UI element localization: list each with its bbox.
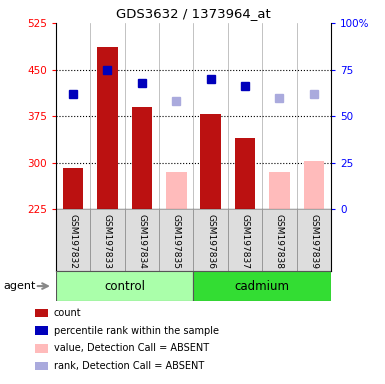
Bar (56, 209, 90, 271)
Text: GSM197832: GSM197832 (69, 214, 77, 269)
Bar (194, 209, 228, 271)
Bar (200, 114, 221, 209)
Bar (194, 271, 331, 301)
Bar (63, 168, 83, 209)
Bar (235, 138, 255, 209)
Text: agent: agent (4, 281, 36, 291)
Text: GSM197833: GSM197833 (103, 214, 112, 269)
Text: GSM197835: GSM197835 (172, 214, 181, 269)
Bar (159, 209, 194, 271)
Text: cadmium: cadmium (235, 280, 290, 293)
Text: rank, Detection Call = ABSENT: rank, Detection Call = ABSENT (54, 361, 204, 371)
Bar (56, 271, 194, 301)
Bar (228, 209, 262, 271)
Bar (303, 162, 324, 209)
Bar (297, 209, 331, 271)
Bar (269, 172, 290, 209)
Text: value, Detection Call = ABSENT: value, Detection Call = ABSENT (54, 343, 209, 353)
Text: GSM197836: GSM197836 (206, 214, 215, 269)
Bar (166, 172, 187, 209)
Text: GSM197839: GSM197839 (310, 214, 318, 269)
Bar (125, 209, 159, 271)
Text: count: count (54, 308, 82, 318)
Text: GSM197837: GSM197837 (241, 214, 249, 269)
Bar (262, 209, 297, 271)
Bar (90, 209, 125, 271)
Text: GSM197838: GSM197838 (275, 214, 284, 269)
Text: percentile rank within the sample: percentile rank within the sample (54, 326, 219, 336)
Text: GSM197834: GSM197834 (137, 214, 146, 269)
Bar (97, 46, 118, 209)
Title: GDS3632 / 1373964_at: GDS3632 / 1373964_at (116, 7, 271, 20)
Bar (132, 107, 152, 209)
Text: control: control (104, 280, 145, 293)
